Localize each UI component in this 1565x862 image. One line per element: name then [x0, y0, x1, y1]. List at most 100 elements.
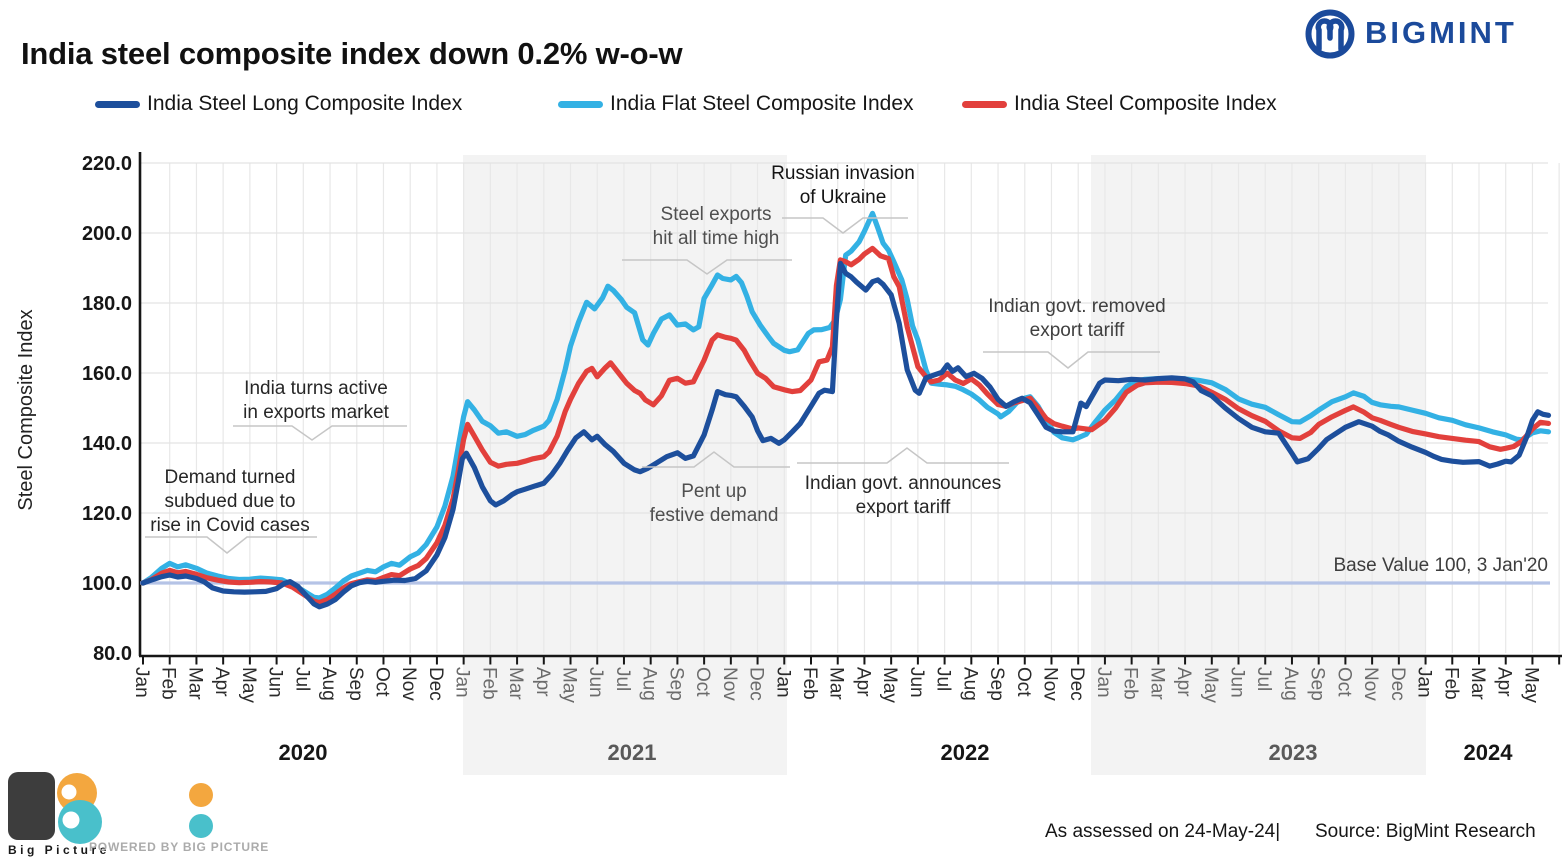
x-tick-month-label: Oct — [1333, 667, 1354, 697]
series-lines — [140, 210, 1552, 610]
annotation-line: Demand turned — [164, 467, 296, 488]
x-tick-month-label: Jun — [1227, 667, 1248, 698]
x-tick-month-label: Apr — [532, 667, 553, 697]
baseline-label: Base Value 100, 3 Jan'20 — [1333, 555, 1548, 576]
callout-pointer — [797, 447, 1009, 464]
source-credit: Source: BigMint Research — [1315, 821, 1536, 842]
y-tick-label: 100.0 — [82, 573, 132, 595]
y-tick-label: 220.0 — [82, 153, 132, 175]
annotation-line: subdued due to — [164, 491, 296, 512]
callout-pointer — [233, 425, 407, 441]
x-tick-month-label: Dec — [425, 667, 446, 701]
assessed-date: As assessed on 24-May-24| — [1045, 821, 1281, 842]
year-label: 2024 — [1464, 740, 1514, 765]
powered-by-label: POWERED BY BIG PICTURE — [89, 840, 270, 854]
year-label: 2023 — [1269, 740, 1318, 765]
x-tick-month-label: Mar — [1146, 667, 1167, 700]
x-tick-month-label: Dec — [1387, 667, 1408, 701]
x-tick-month-label: Sep — [1307, 667, 1328, 701]
composite-series-swatch — [962, 100, 1007, 108]
x-tick-month-label: Jul — [612, 667, 633, 691]
annotation-line: Indian govt. removed — [988, 296, 1166, 317]
callout-pointer — [145, 536, 317, 554]
big-picture-wordmark: Big Picture — [8, 843, 110, 857]
x-tick-month-label: Jun — [585, 667, 606, 698]
year-label: 2022 — [941, 740, 990, 765]
x-tick-month-label: May — [1200, 667, 1221, 703]
x-tick-month-label: Mar — [1467, 667, 1488, 700]
x-tick-month-label: Nov — [1039, 667, 1060, 701]
x-tick-month-label: Apr — [1494, 667, 1515, 697]
legend-item-long: India Steel Long Composite Index — [95, 91, 462, 117]
x-tick-month-label: May — [559, 667, 580, 703]
long-series-swatch — [95, 100, 140, 108]
x-tick-month-label: May — [1520, 667, 1541, 703]
flat-series-swatch — [558, 100, 603, 108]
annotation-line: Russian invasion — [771, 163, 915, 184]
x-tick-month-label: Aug — [639, 667, 660, 701]
y-tick-label: 80.0 — [93, 643, 132, 665]
x-tick-month-label: Dec — [746, 667, 767, 701]
series-line-composite — [140, 245, 1552, 606]
axes — [138, 152, 1562, 665]
legend-item-flat: India Flat Steel Composite Index — [558, 91, 914, 117]
y-axis-title: Steel Composite Index — [15, 309, 37, 510]
annotation-exports-high: Steel exports hit all time high — [616, 203, 816, 251]
y-tick-label: 140.0 — [82, 433, 132, 455]
x-tick-month-label: May — [238, 667, 259, 703]
legend-label: India Steel Long Composite Index — [147, 92, 463, 115]
y-tick-label: 160.0 — [82, 363, 132, 385]
y-tick-label: 120.0 — [82, 503, 132, 525]
annotation-line: export tariff — [855, 497, 951, 518]
bigmint-logo: BIGMINT — [1303, 6, 1517, 60]
annotation-festive-demand: Pent up festive demand — [614, 480, 814, 528]
legend-item-composite: India Steel Composite Index — [962, 91, 1277, 117]
annotation-tariff-announced: Indian govt. announces export tariff — [783, 472, 1023, 520]
callout-pointer — [782, 217, 908, 234]
callout-pointer — [622, 259, 792, 275]
x-tick-month-label: Dec — [1066, 667, 1087, 701]
big-picture-icon: Big Picture — [8, 772, 213, 857]
year-label: 2020 — [279, 740, 328, 765]
annotation-callouts — [145, 217, 1160, 554]
x-tick-month-label: Aug — [318, 667, 339, 701]
y-axis-tick-labels: 220.0 200.0 180.0 160.0 140.0 120.0 100.0 80.0 — [82, 153, 132, 665]
annotation-exports-active: India turns active in exports market — [216, 377, 416, 425]
x-tick-month-label: Jan — [772, 667, 793, 698]
bigmint-icon — [1305, 9, 1355, 59]
x-tick-month-label: Nov — [719, 667, 740, 701]
x-tick-month-label: Mar — [505, 667, 526, 700]
x-tick-month-label: Jan — [1414, 667, 1435, 698]
x-tick-month-label: Sep — [345, 667, 366, 701]
x-tick-month-label: Feb — [158, 667, 179, 700]
annotation-line: festive demand — [649, 505, 779, 526]
annotation-line: Indian govt. announces — [804, 473, 1002, 494]
callout-pointer — [642, 451, 790, 468]
annotation-covid-demand: Demand turned subdued due to rise in Cov… — [130, 466, 330, 538]
big-picture-logo: Big Picture — [5, 762, 240, 862]
annotation-line: rise in Covid cases — [150, 515, 310, 536]
page-title: India steel composite index down 0.2% w-… — [21, 36, 683, 71]
x-tick-month-label: Apr — [1173, 667, 1194, 697]
year-label: 2021 — [608, 740, 657, 765]
x-tick-month-label: Jul — [1253, 667, 1274, 691]
x-tick-month-label: Feb — [1120, 667, 1141, 700]
annotation-line: of Ukraine — [799, 187, 887, 208]
annotation-tariff-removed: Indian govt. removed export tariff — [957, 295, 1197, 343]
x-tick-month-label: Mar — [184, 667, 205, 700]
x-tick-month-label: Apr — [211, 667, 232, 697]
x-tick-month-label: Nov — [1360, 667, 1381, 701]
y-tick-label: 200.0 — [82, 223, 132, 245]
x-tick-month-label: Apr — [852, 667, 873, 697]
y-tick-label: 180.0 — [82, 293, 132, 315]
x-tick-month-label: Jul — [291, 667, 312, 691]
year-highlight-bands — [463, 155, 1426, 775]
x-tick-month-label: Jun — [906, 667, 927, 698]
x-tick-month-label: Aug — [959, 667, 980, 701]
gridlines — [140, 162, 1560, 653]
callout-pointer — [983, 351, 1160, 369]
x-tick-month-label: Oct — [692, 667, 713, 697]
x-axis-month-labels: Jan Feb Mar Apr May Jun Jul Aug Sep Oct Nov Dec Jan F… — [131, 667, 1541, 703]
